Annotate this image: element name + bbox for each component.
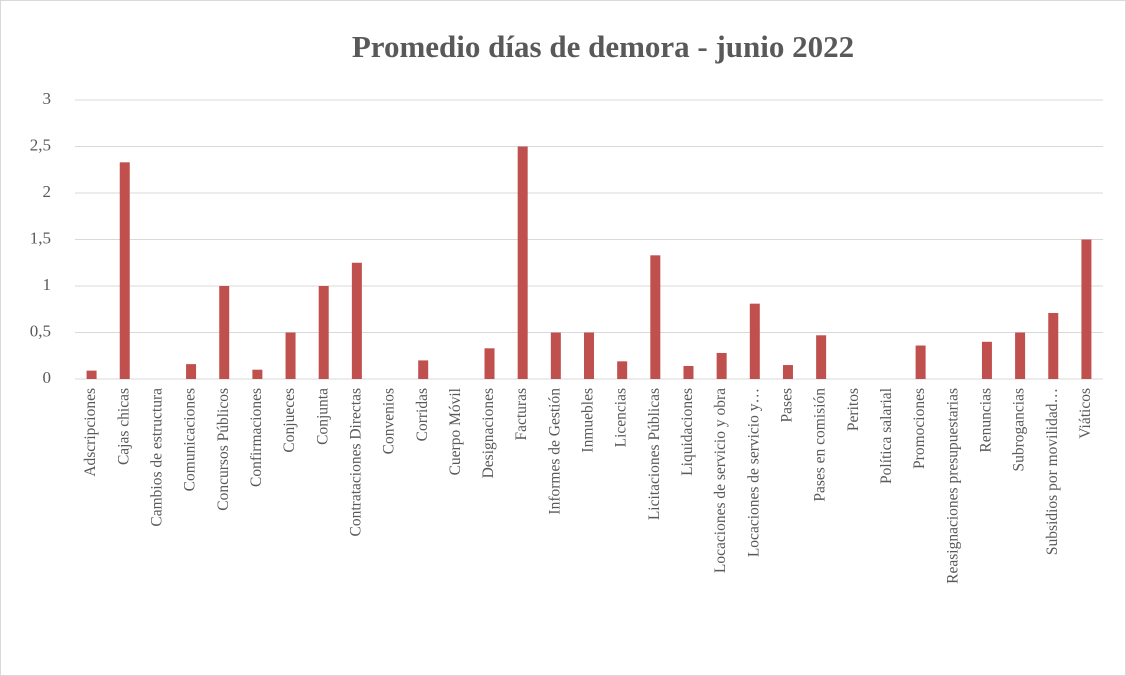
bar bbox=[351, 262, 362, 379]
y-tick-label: 0,5 bbox=[30, 321, 51, 340]
x-tick-label: Pases bbox=[779, 388, 796, 422]
x-tick-label: Locaciones de servicio y obra bbox=[712, 388, 729, 573]
x-tick-label: Subsidios por movilidad… bbox=[1044, 388, 1061, 555]
x-tick-label: Peritos bbox=[845, 388, 862, 431]
bar bbox=[716, 352, 727, 379]
bar bbox=[1015, 332, 1026, 379]
y-tick-label: 1,5 bbox=[30, 228, 51, 247]
x-tick-label: Conjunta bbox=[314, 388, 331, 445]
bar bbox=[517, 146, 528, 379]
chart-title: Promedio días de demora - junio 2022 bbox=[352, 29, 854, 64]
bar bbox=[981, 341, 992, 379]
y-tick-label: 1 bbox=[43, 275, 52, 294]
bar bbox=[318, 286, 329, 379]
x-tick-label: Viáticos bbox=[1077, 388, 1094, 439]
x-tick-label: Facturas bbox=[513, 388, 530, 441]
y-tick-label: 0 bbox=[43, 368, 52, 387]
bar bbox=[1048, 312, 1059, 379]
x-tick-label: Licitaciones Públicas bbox=[646, 388, 663, 520]
x-tick-label: Concursos Públicos bbox=[215, 388, 232, 511]
x-tick-label: Cambios de estructura bbox=[148, 388, 165, 527]
bar bbox=[683, 365, 694, 379]
bar bbox=[285, 332, 296, 379]
x-tick-label: Licencias bbox=[613, 388, 630, 447]
x-tick-label: Confirmaciones bbox=[248, 388, 265, 487]
x-tick-label: Pases en comisión bbox=[812, 388, 829, 502]
bar bbox=[617, 361, 628, 379]
x-tick-label: Inmuebles bbox=[580, 388, 597, 453]
x-tick-label: Política salarial bbox=[878, 388, 895, 484]
bar bbox=[650, 255, 661, 379]
bar bbox=[119, 162, 130, 379]
x-tick-label: Convenios bbox=[381, 388, 398, 454]
bar bbox=[584, 332, 594, 379]
bar bbox=[816, 335, 827, 379]
x-tick-label: Liquidaciones bbox=[679, 388, 696, 476]
bar bbox=[484, 348, 495, 379]
x-tick-label: Subrogancias bbox=[1011, 388, 1028, 472]
bar bbox=[915, 345, 926, 379]
x-tick-label: Comunicaciones bbox=[182, 388, 199, 491]
bar bbox=[418, 360, 429, 379]
x-tick-label: Renuncias bbox=[977, 388, 994, 453]
bar bbox=[86, 370, 97, 379]
x-tick-label: Locaciones de servicio y… bbox=[745, 388, 762, 557]
x-tick-label: Informes de Gestión bbox=[546, 388, 563, 515]
x-tick-label: Promociones bbox=[911, 388, 928, 469]
x-tick-label: Cajas chicas bbox=[115, 388, 132, 465]
y-tick-label: 2,5 bbox=[30, 135, 51, 154]
bar bbox=[1081, 239, 1092, 379]
bar bbox=[550, 332, 561, 379]
bar bbox=[749, 303, 760, 379]
x-tick-label: Contrataciones Directas bbox=[347, 388, 364, 536]
bar bbox=[782, 365, 793, 379]
x-tick-label: Adscripciones bbox=[82, 388, 99, 477]
y-tick-label: 3 bbox=[43, 89, 52, 108]
x-tick-label: Conjueces bbox=[281, 388, 298, 453]
y-tick-label: 2 bbox=[43, 182, 52, 201]
x-tick-label: Cuerpo Móvil bbox=[447, 388, 464, 475]
bar bbox=[219, 286, 230, 379]
x-tick-label: Designaciones bbox=[480, 388, 497, 478]
bar bbox=[186, 364, 197, 379]
bar bbox=[252, 369, 263, 379]
x-tick-label: Reasignaciones presupuestarias bbox=[944, 388, 961, 584]
x-tick-label: Corridas bbox=[414, 388, 431, 441]
